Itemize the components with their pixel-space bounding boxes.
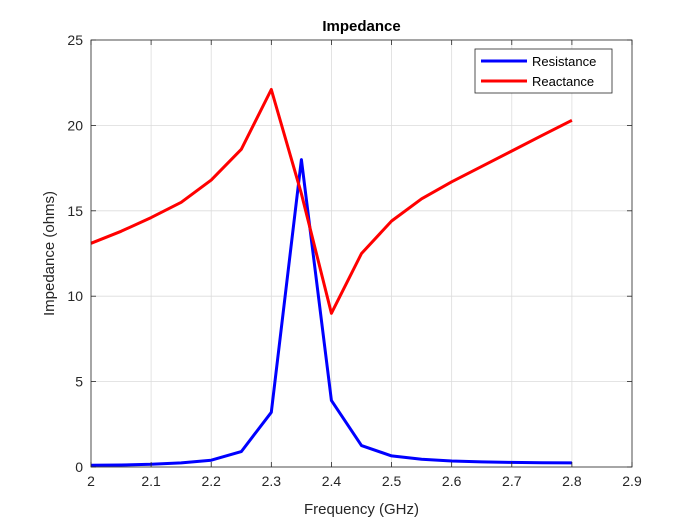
x-tick-label: 2.7 [502,473,522,489]
plot-frame [90,39,633,468]
y-tick-label: 0 [75,459,83,475]
chart-title: Impedance [322,18,400,35]
y-tick-label: 15 [67,203,83,219]
x-tick-label: 2.2 [201,473,221,489]
legend: Resistance Reactance [474,48,613,94]
x-tick-label: 2.3 [262,473,282,489]
series-line-reactance [90,88,573,315]
y-tick-label: 25 [67,32,83,48]
x-tick-label: 2.9 [622,473,642,489]
x-tick-label: 2 [87,473,95,489]
x-tick-label: 2.6 [442,473,462,489]
y-tick-label: 5 [75,374,83,390]
x-tick-label: 2.5 [382,473,402,489]
legend-box [474,48,613,94]
series-lines [90,88,573,467]
series-line-resistance [90,158,572,467]
x-tick-label: 2.8 [562,473,582,489]
x-axis-label: Frequency (GHz) [304,501,419,518]
y-tick-label: 20 [67,117,83,133]
x-tick-label: 2.4 [322,473,342,489]
x-tick-label: 2.1 [141,473,161,489]
y-axis-label: Impedance (ohms) [41,191,58,316]
tick-marks [90,39,633,468]
x-tick-labels: 2 2.1 2.2 2.3 2.4 2.5 2.6 2.7 2.8 2.9 [87,473,642,489]
y-tick-labels: 0 5 10 15 20 25 [67,32,83,475]
legend-label-reactance: Reactance [532,74,594,89]
legend-label-resistance: Resistance [532,54,596,69]
y-tick-label: 10 [67,288,83,304]
